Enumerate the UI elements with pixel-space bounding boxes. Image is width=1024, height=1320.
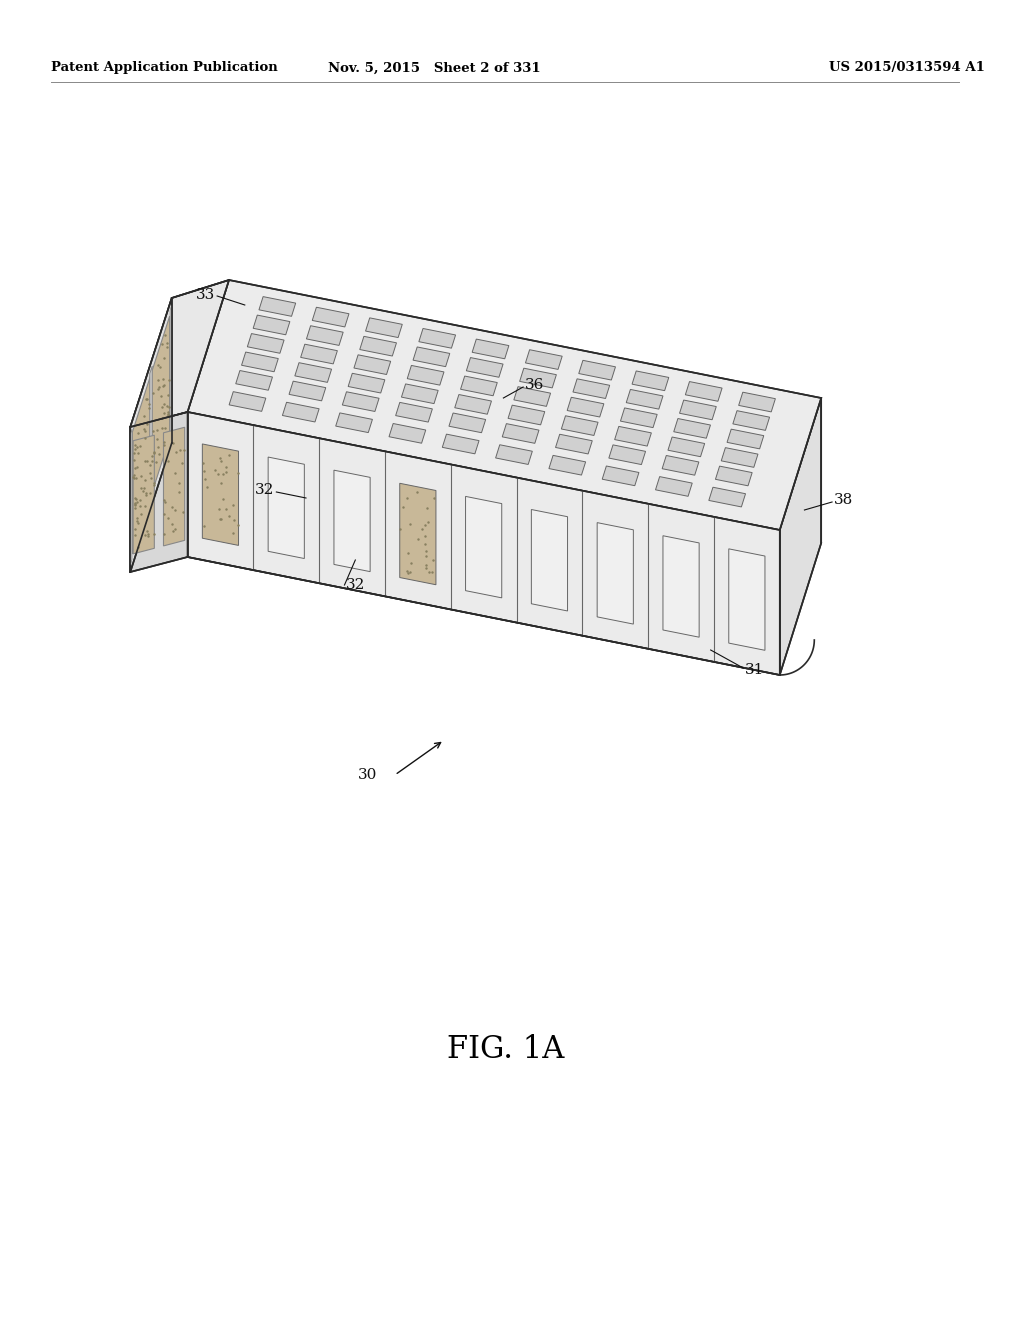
Polygon shape: [674, 418, 711, 438]
Polygon shape: [413, 347, 450, 367]
Polygon shape: [336, 413, 373, 433]
Polygon shape: [312, 308, 349, 327]
Polygon shape: [668, 437, 705, 457]
Polygon shape: [164, 428, 184, 546]
Polygon shape: [132, 376, 151, 554]
Polygon shape: [519, 368, 556, 388]
Polygon shape: [614, 426, 651, 446]
Polygon shape: [449, 413, 485, 433]
Polygon shape: [236, 371, 272, 391]
Polygon shape: [602, 466, 639, 486]
Polygon shape: [508, 405, 545, 425]
Polygon shape: [729, 549, 765, 651]
Polygon shape: [248, 334, 284, 354]
Polygon shape: [130, 280, 229, 426]
Polygon shape: [621, 408, 657, 428]
Polygon shape: [359, 337, 396, 356]
Polygon shape: [203, 444, 239, 545]
Polygon shape: [525, 350, 562, 370]
Polygon shape: [295, 363, 332, 383]
Polygon shape: [283, 403, 319, 422]
Polygon shape: [609, 445, 645, 465]
Polygon shape: [466, 496, 502, 598]
Polygon shape: [399, 483, 436, 585]
Polygon shape: [342, 392, 379, 412]
Polygon shape: [419, 329, 456, 348]
Text: Patent Application Publication: Patent Application Publication: [51, 62, 279, 74]
Polygon shape: [348, 374, 385, 393]
Polygon shape: [187, 412, 779, 675]
Polygon shape: [133, 436, 155, 554]
Polygon shape: [466, 358, 503, 378]
Polygon shape: [389, 424, 426, 444]
Text: FIG. 1A: FIG. 1A: [446, 1035, 564, 1065]
Text: 31: 31: [745, 663, 765, 677]
Polygon shape: [259, 297, 296, 317]
Polygon shape: [334, 470, 370, 572]
Polygon shape: [408, 366, 444, 385]
Text: US 2015/0313594 A1: US 2015/0313594 A1: [829, 62, 985, 74]
Polygon shape: [567, 397, 604, 417]
Polygon shape: [663, 536, 699, 638]
Polygon shape: [556, 434, 592, 454]
Text: 38: 38: [834, 492, 853, 507]
Polygon shape: [472, 339, 509, 359]
Polygon shape: [716, 466, 753, 486]
Polygon shape: [187, 280, 821, 531]
Polygon shape: [597, 523, 634, 624]
Polygon shape: [727, 429, 764, 449]
Polygon shape: [253, 315, 290, 335]
Text: 36: 36: [525, 378, 545, 392]
Polygon shape: [733, 411, 770, 430]
Polygon shape: [130, 298, 172, 572]
Polygon shape: [130, 412, 187, 572]
Text: 32: 32: [255, 483, 274, 498]
Polygon shape: [627, 389, 663, 409]
Text: 32: 32: [345, 578, 365, 591]
Polygon shape: [268, 457, 304, 558]
Polygon shape: [496, 445, 532, 465]
Polygon shape: [301, 345, 337, 364]
Polygon shape: [579, 360, 615, 380]
Polygon shape: [680, 400, 716, 420]
Polygon shape: [549, 455, 586, 475]
Polygon shape: [289, 381, 326, 401]
Text: 33: 33: [196, 288, 215, 302]
Text: 30: 30: [357, 768, 377, 781]
Polygon shape: [455, 395, 492, 414]
Polygon shape: [685, 381, 722, 401]
Polygon shape: [401, 384, 438, 404]
Polygon shape: [170, 305, 172, 441]
Polygon shape: [130, 429, 132, 565]
Polygon shape: [150, 366, 153, 504]
Polygon shape: [229, 392, 266, 412]
Polygon shape: [242, 352, 279, 372]
Polygon shape: [655, 477, 692, 496]
Polygon shape: [442, 434, 479, 454]
Polygon shape: [152, 315, 170, 494]
Polygon shape: [395, 403, 432, 422]
Polygon shape: [354, 355, 391, 375]
Polygon shape: [366, 318, 402, 338]
Polygon shape: [502, 424, 539, 444]
Polygon shape: [721, 447, 758, 467]
Polygon shape: [632, 371, 669, 391]
Polygon shape: [306, 326, 343, 346]
Polygon shape: [779, 399, 821, 675]
Polygon shape: [663, 455, 698, 475]
Polygon shape: [531, 510, 567, 611]
Polygon shape: [573, 379, 609, 399]
Polygon shape: [561, 416, 598, 436]
Polygon shape: [738, 392, 775, 412]
Polygon shape: [461, 376, 498, 396]
Polygon shape: [709, 487, 745, 507]
Polygon shape: [514, 387, 551, 407]
Text: Nov. 5, 2015   Sheet 2 of 331: Nov. 5, 2015 Sheet 2 of 331: [328, 62, 541, 74]
